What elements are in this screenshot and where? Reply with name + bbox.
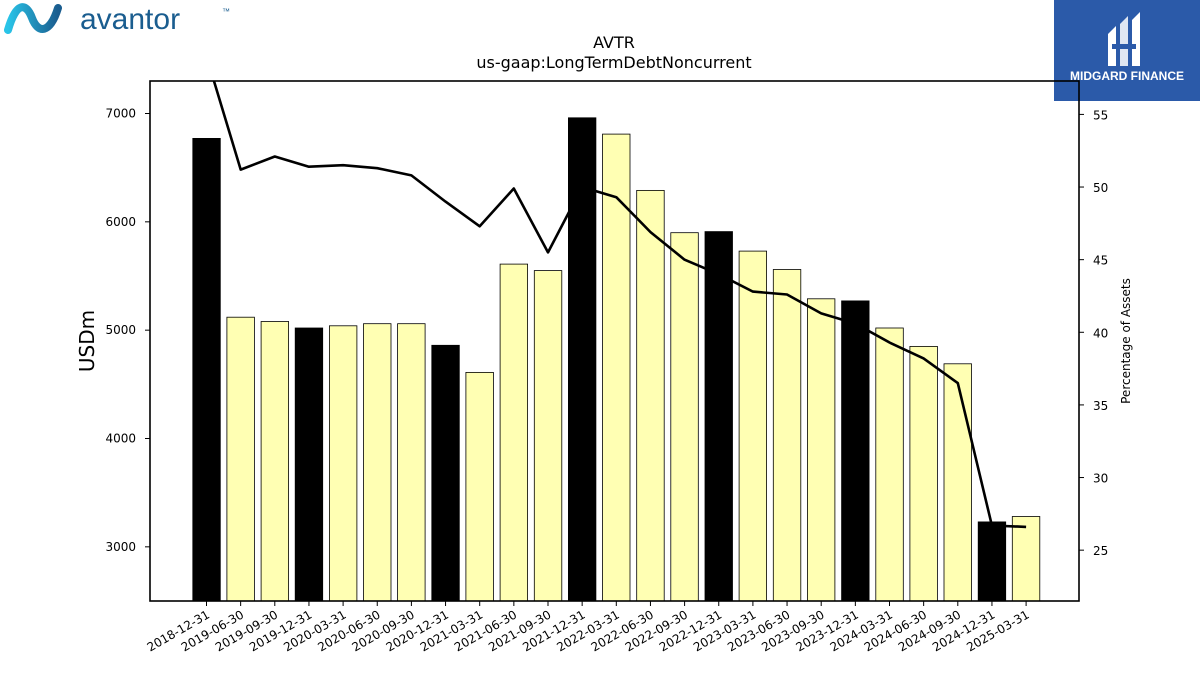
bar-2022-03-31	[602, 133, 631, 602]
y-tick-label-6000: 6000	[105, 215, 136, 229]
bar-2023-09-30	[807, 298, 836, 602]
company-logo: avantor ™	[4, 0, 244, 40]
publisher-logo-text: MIDGARD FINANCE	[1070, 69, 1184, 83]
y2-tick-label-35: 35	[1093, 399, 1108, 413]
bar-2022-12-31	[704, 231, 733, 602]
publisher-logo-mark: MIDGARD FINANCE	[1070, 12, 1184, 83]
company-logo-tm: ™	[222, 7, 230, 16]
bar-2021-06-30	[499, 263, 529, 602]
bar-2024-06-30	[909, 345, 938, 602]
bar-2020-06-30	[363, 323, 392, 602]
x-axis: 2018-12-312019-06-302019-09-302019-12-31…	[145, 601, 1032, 654]
bar-2019-06-30	[226, 316, 255, 602]
y-axis-label: USDm	[75, 310, 99, 372]
bar-2023-03-31	[738, 250, 767, 602]
y-tick-label-4000: 4000	[105, 432, 136, 446]
chart-title: AVTR	[593, 33, 635, 52]
bar-2024-12-31	[977, 521, 1007, 602]
y2-tick-label-55: 55	[1093, 108, 1108, 122]
bar-2021-12-31	[568, 117, 597, 602]
y2-tick-label-25: 25	[1093, 544, 1108, 558]
bar-2021-09-30	[533, 270, 563, 602]
bar-2023-06-30	[772, 269, 802, 602]
y-tick-label-5000: 5000	[105, 323, 136, 337]
bar-2020-12-31	[431, 344, 460, 602]
bar-2022-06-30	[636, 189, 665, 602]
plot-frame	[149, 80, 1080, 602]
bar-series	[192, 117, 1041, 602]
y-axis-right: 25 30 35 40 45 50 55	[1079, 108, 1108, 558]
y2-axis-label: Percentage of Assets	[1119, 278, 1133, 404]
bar-2024-09-30	[943, 363, 972, 602]
bar-2018-12-31	[192, 137, 221, 602]
company-logo-text: avantor	[80, 3, 180, 36]
y-tick-label-7000: 7000	[105, 107, 136, 121]
bar-2025-03-31	[1011, 516, 1041, 602]
bar-2020-09-30	[397, 323, 426, 602]
percentage-line	[212, 81, 1027, 529]
bar-2022-09-30	[670, 232, 699, 602]
y2-tick-label-40: 40	[1093, 326, 1108, 340]
bar-2024-03-31	[875, 327, 904, 602]
bar-2023-12-31	[841, 300, 870, 602]
bar-2020-03-31	[328, 325, 358, 602]
chart-subtitle: us-gaap:LongTermDebtNoncurrent	[476, 53, 751, 72]
bar-2019-09-30	[260, 321, 290, 602]
y2-tick-label-45: 45	[1093, 254, 1108, 268]
y2-tick-label-50: 50	[1093, 181, 1108, 195]
company-logo-wave-icon	[4, 3, 62, 34]
bar-2021-03-31	[465, 371, 494, 602]
company-logo-mark: avantor ™	[4, 3, 230, 36]
publisher-logo-monogram-icon	[1108, 12, 1140, 66]
y-axis-left: 3000 4000 5000 6000 7000	[105, 107, 150, 554]
line-series	[212, 81, 1027, 529]
bar-2019-12-31	[294, 327, 324, 602]
y-tick-label-3000: 3000	[105, 540, 136, 554]
y2-tick-label-30: 30	[1093, 472, 1108, 486]
